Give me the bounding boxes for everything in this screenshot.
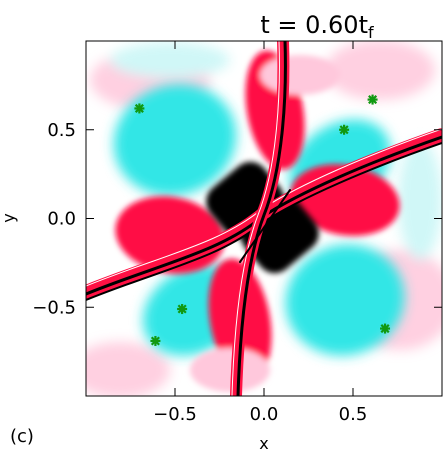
outer-pink-blob (86, 342, 170, 396)
y-tick-label: 0.0 (47, 209, 76, 230)
plot-area (86, 41, 442, 396)
marker-asterisk (339, 124, 350, 135)
filament-short (239, 189, 291, 263)
marker-layer (134, 94, 391, 346)
filament-vertical (230, 41, 290, 396)
marker-stroke (339, 125, 349, 135)
y-tick-label: −0.5 (32, 297, 76, 318)
x-axis-label: x (259, 434, 268, 451)
y-axis-label: y (0, 213, 18, 222)
cyan-lobe-lower-right (285, 244, 405, 356)
outer-cyan-blob (398, 140, 442, 260)
x-tick-label: 0.0 (250, 404, 279, 425)
x-tick-label: 0.5 (339, 404, 368, 425)
panel-label: (c) (10, 426, 34, 447)
marker-stroke (177, 304, 187, 314)
outer-pink-blob (325, 41, 435, 100)
marker-stroke (368, 95, 378, 105)
cyan-lobe-upper-left (113, 84, 237, 196)
marker-asterisk (150, 335, 161, 346)
marker-stroke (134, 103, 144, 113)
marker-asterisk (177, 304, 188, 315)
marker-stroke (380, 324, 390, 334)
title-subscript: f (368, 23, 374, 42)
pink-lobe-upper (260, 55, 340, 95)
filament-vertical-dark (236, 41, 287, 396)
outer-cyan-blob (110, 42, 230, 78)
field-filaments (86, 41, 442, 396)
pink-lobe-lower (190, 348, 270, 392)
x-axis: −0.5 0.0 0.5 (153, 41, 367, 425)
filament-vertical-light (231, 41, 280, 396)
marker-asterisk (367, 94, 378, 105)
marker-asterisk (134, 103, 145, 114)
marker-asterisk (380, 323, 391, 334)
x-tick-label: −0.5 (153, 404, 197, 425)
chart-title: t = 0.60tf (260, 11, 374, 42)
y-axis: −0.5 0.0 0.5 (32, 120, 442, 318)
marker-stroke (150, 336, 160, 346)
title-main: t = 0.60t (260, 11, 368, 39)
y-tick-label: 0.5 (47, 120, 76, 141)
